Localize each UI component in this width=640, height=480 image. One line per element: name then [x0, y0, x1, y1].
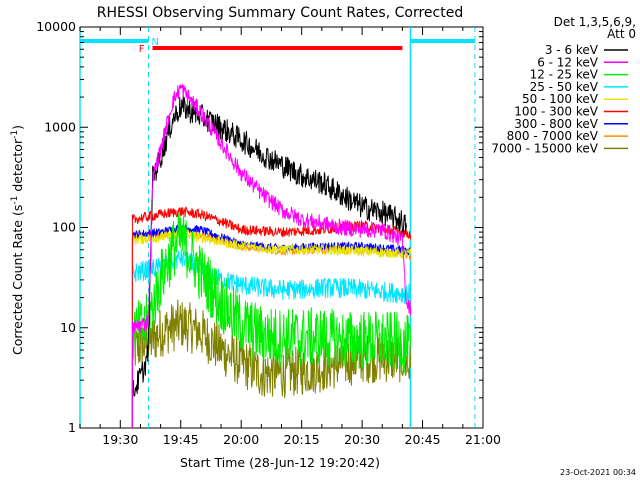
- y-axis-label-main: Corrected Count Rate (s: [10, 205, 25, 355]
- y-tick-label: 10: [60, 320, 76, 335]
- y-axis-label-mid: detector: [10, 138, 25, 196]
- x-tick-label: 19:45: [163, 432, 199, 447]
- y-axis-ticks: 1 10 100 1000 10000: [36, 19, 483, 435]
- x-tick-label: 20:30: [344, 432, 380, 447]
- chart-title: RHESSI Observing Summary Count Rates, Co…: [97, 5, 463, 21]
- flag-bars: FN: [80, 37, 475, 55]
- y-tick-label: 100: [52, 220, 76, 235]
- y-tick-label: 1: [68, 420, 76, 435]
- series-lines: [131, 83, 411, 428]
- y-tick-label: 10000: [36, 19, 76, 34]
- legend-entry-label: 100 - 300 keV: [514, 105, 598, 119]
- y-axis-label-sup1: -1: [10, 196, 20, 205]
- series-line-2: [131, 209, 411, 428]
- legend-entry-label: 12 - 25 keV: [530, 68, 599, 82]
- y-axis-label: Corrected Count Rate (s-1 detector-1): [10, 125, 25, 355]
- y-tick-label: 1000: [44, 119, 76, 134]
- series-line-3: [131, 248, 411, 428]
- legend-entry-label: 50 - 100 keV: [522, 92, 599, 106]
- legend-entry-label: 25 - 50 keV: [530, 80, 599, 94]
- legend-entry-label: 6 - 12 keV: [537, 55, 599, 69]
- x-tick-label: 20:15: [284, 432, 320, 447]
- series-line-4: [131, 230, 411, 428]
- legend-entry-label: 300 - 800 keV: [514, 117, 598, 131]
- night-flag-label: N: [152, 37, 159, 48]
- y-axis-label-end: ): [10, 125, 25, 130]
- series-line-0: [131, 95, 407, 428]
- legend-header-line1: Det 1,3,5,6,9,: [554, 15, 636, 29]
- y-axis-label-sup2: -1: [10, 130, 20, 139]
- x-tick-label: 20:45: [405, 432, 441, 447]
- legend-entry-label: 7000 - 15000 keV: [491, 141, 598, 155]
- x-axis-label: Start Time (28-Jun-12 19:20:42): [180, 455, 380, 470]
- legend-entry-label: 800 - 7000 keV: [507, 129, 599, 143]
- legend-header-line2: Att 0: [607, 27, 636, 41]
- plot-area: FN 19:30 19:45 20:00 20:15 20:30 20:45 21:00 1…: [36, 19, 501, 447]
- x-tick-label: 19:30: [102, 432, 138, 447]
- series-line-1: [131, 83, 411, 428]
- x-tick-label: 21:00: [465, 432, 501, 447]
- x-tick-label: 20:00: [223, 432, 259, 447]
- timestamp: 23-Oct-2021 00:34: [560, 468, 636, 477]
- flare-flag-label: F: [139, 44, 145, 55]
- x-axis-ticks: 19:30 19:45 20:00 20:15 20:30 20:45 21:00: [79, 27, 501, 447]
- legend-entry-label: 3 - 6 keV: [545, 43, 599, 57]
